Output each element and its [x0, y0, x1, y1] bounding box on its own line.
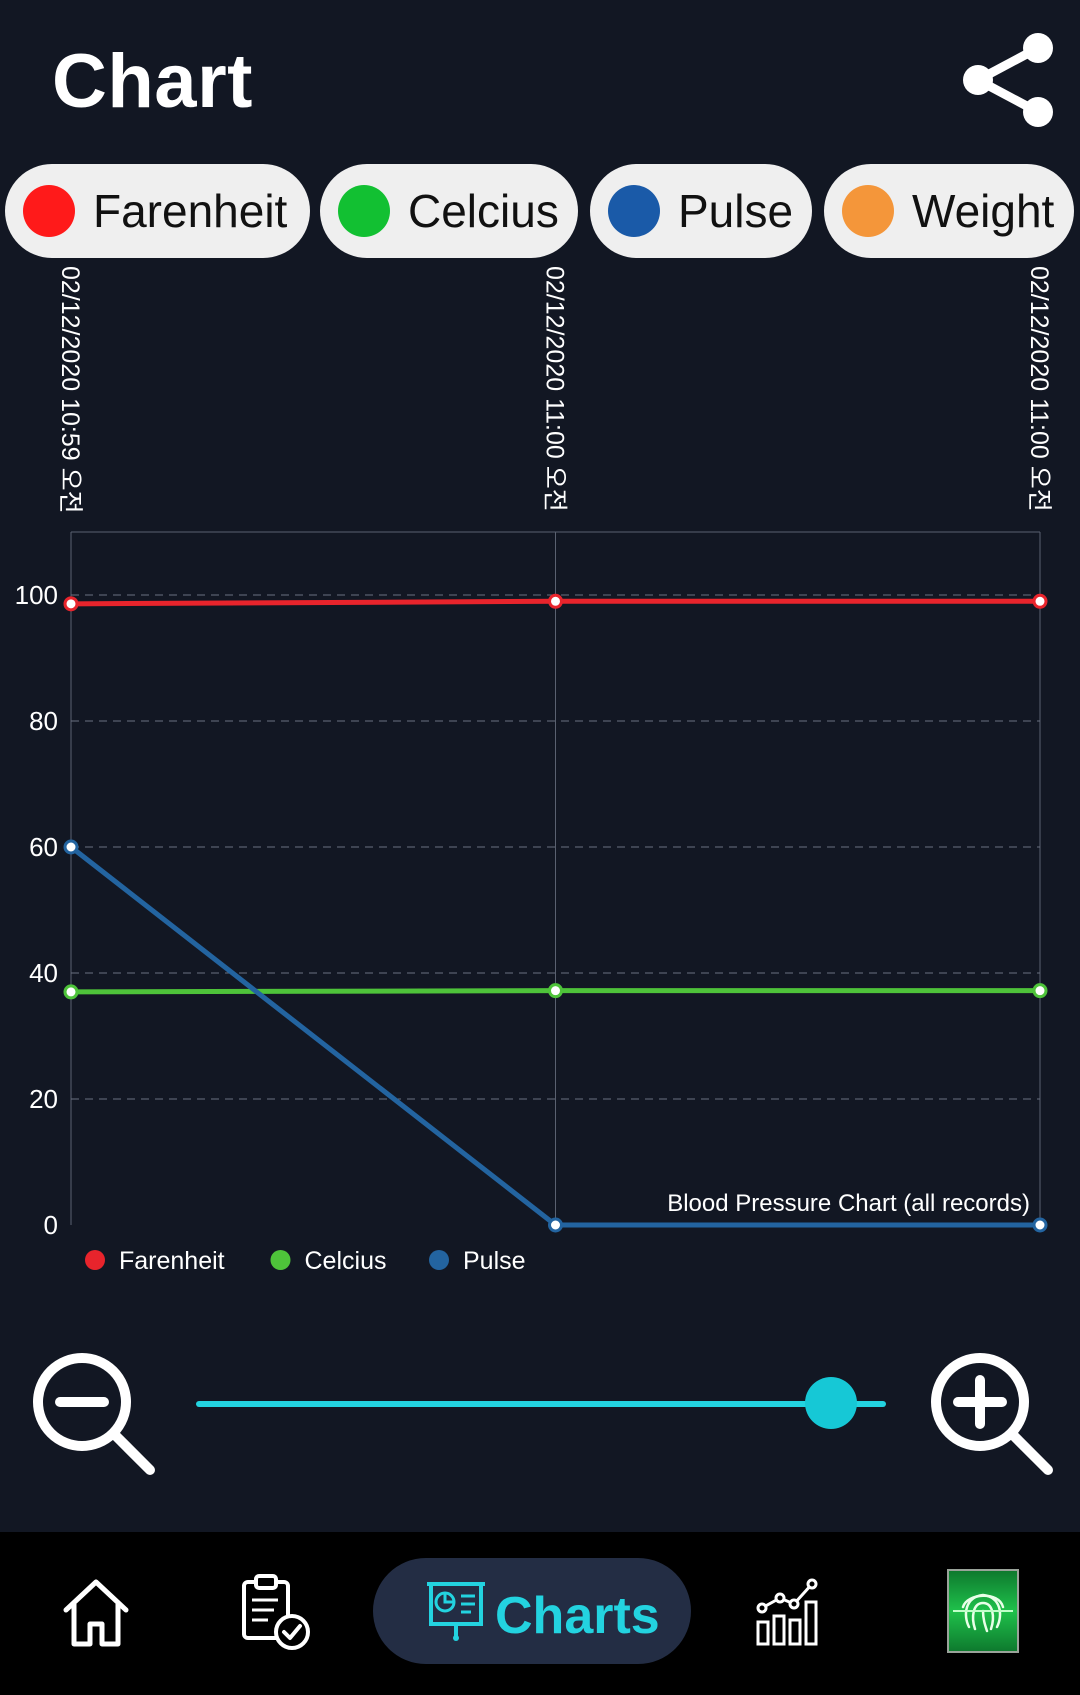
chip-weight[interactable]: Weight [824, 164, 1074, 258]
data-point-farenheit [63, 596, 79, 612]
zoom-slider[interactable] [196, 1401, 886, 1407]
zoom-out-icon[interactable] [22, 1342, 162, 1482]
fingerprint-scan-icon[interactable] [947, 1569, 1019, 1653]
charts-tab-label: Charts [495, 1587, 660, 1645]
data-point-celcius [1032, 983, 1048, 999]
y-tick-label: 100 [15, 580, 58, 610]
data-point-celcius [548, 983, 563, 999]
chip-label: Celcius [408, 185, 559, 237]
header: Chart [0, 0, 1080, 160]
chip-label: Weight [912, 185, 1055, 237]
data-point-pulse [1032, 1217, 1048, 1233]
bar-line-chart-icon[interactable] [752, 1572, 824, 1652]
zoom-slider-thumb[interactable] [804, 1377, 857, 1429]
series-filter-chips: Farenheit Celcius Pulse Weight [0, 164, 1080, 260]
legend-swatch-celcius [270, 1250, 291, 1270]
chip-label: Farenheit [93, 185, 288, 237]
celcius-color-dot [338, 185, 390, 237]
home-icon[interactable] [60, 1572, 132, 1652]
weight-color-dot [842, 185, 894, 237]
chip-farenheit[interactable]: Farenheit [5, 164, 310, 258]
clipboard-check-icon[interactable] [238, 1572, 314, 1652]
page-title: Chart [52, 39, 253, 124]
chip-label: Pulse [678, 185, 794, 237]
pulse-color-dot [608, 185, 660, 237]
y-tick-label: 40 [29, 958, 58, 988]
x-tick-label: 02/12/2020 11:00 오전 [1025, 266, 1053, 512]
legend-label-farenheit: Farenheit [119, 1247, 225, 1275]
bottom-nav: Charts [0, 1532, 1080, 1695]
legend-swatch-farenheit [85, 1250, 105, 1270]
y-tick-label: 20 [29, 1084, 58, 1114]
zoom-control [0, 1330, 1080, 1480]
data-point-farenheit [1032, 593, 1048, 609]
legend-label-celcius: Celcius [305, 1247, 387, 1275]
y-tick-label: 0 [44, 1210, 58, 1240]
chart-title: Blood Pressure Chart (all records) [667, 1190, 1030, 1217]
chip-celcius[interactable]: Celcius [320, 164, 578, 258]
x-tick-label: 02/12/2020 11:00 오전 [541, 266, 569, 512]
data-point-celcius [63, 984, 79, 1000]
legend-swatch-pulse [429, 1250, 449, 1270]
legend-label-pulse: Pulse [463, 1247, 526, 1275]
y-tick-label: 60 [29, 832, 58, 862]
data-point-pulse [63, 839, 79, 855]
chip-pulse[interactable]: Pulse [590, 164, 812, 258]
charts-tab[interactable]: Charts [373, 1558, 691, 1664]
share-icon[interactable] [960, 30, 1060, 130]
y-tick-label: 80 [29, 706, 58, 736]
zoom-in-icon[interactable] [920, 1342, 1060, 1482]
data-point-farenheit [548, 593, 563, 609]
presentation-chart-icon [423, 1578, 489, 1644]
x-tick-label: 02/12/2020 10:59 오전 [56, 266, 84, 514]
farenheit-color-dot [23, 185, 75, 237]
line-chart[interactable]: 02/12/2020 10:59 오전 02/12/2020 11:00 오전 02… [0, 260, 1080, 1280]
chart-svg: 02/12/2020 10:59 오전 02/12/2020 11:00 오전 02… [15, 266, 1053, 1275]
data-point-pulse [548, 1217, 563, 1233]
